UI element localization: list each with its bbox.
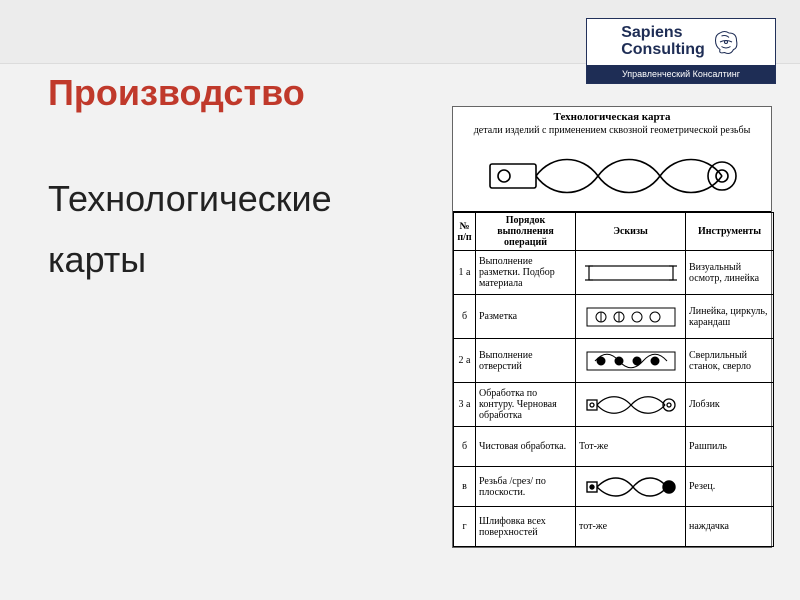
page-subtitle: Технологические карты (48, 168, 332, 290)
tech-card: Технологическая карта детали изделий с п… (452, 106, 772, 548)
row-tools: Рашпиль (686, 427, 774, 467)
table-row: 3 а Обработка по контуру. Черновая обраб… (454, 383, 774, 427)
row-sketch (576, 295, 686, 339)
row-tools: наждачка (686, 507, 774, 547)
table-row: б Разметка Линейка, циркуль, карандаш (454, 295, 774, 339)
logo-tagline: Управленческий Консалтинг (587, 65, 775, 83)
col-num-header: № п/п (454, 213, 476, 251)
master-sketch (453, 140, 771, 212)
row-sketch (576, 251, 686, 295)
tech-card-title: Технологическая карта (453, 107, 771, 125)
row-num: г (454, 507, 476, 547)
row-operation: Чистовая обработка. (476, 427, 576, 467)
row-num: 2 а (454, 339, 476, 383)
row-sketch (576, 467, 686, 507)
row-sketch (576, 383, 686, 427)
brain-icon (711, 27, 741, 57)
table-row: 1 а Выполнение разметки. Подбор материал… (454, 251, 774, 295)
col-sketch-header: Эскизы (576, 213, 686, 251)
row-operation: Выполнение отверстий (476, 339, 576, 383)
row-tools: Резец. (686, 467, 774, 507)
logo-line1: Sapiens (621, 25, 705, 42)
tech-card-subtitle: детали изделий с применением сквозной ге… (453, 125, 771, 140)
table-header-row: № п/п Порядок выполнения операций Эскизы… (454, 213, 774, 251)
col-operation-header: Порядок выполнения операций (476, 213, 576, 251)
row-operation: Разметка (476, 295, 576, 339)
row-tools: Сверлильный станок, сверло (686, 339, 774, 383)
row-num: в (454, 467, 476, 507)
row-tools: Визуальный осмотр, линейка (686, 251, 774, 295)
table-row: б Чистовая обработка. Тот-же Рашпиль (454, 427, 774, 467)
row-tools: Линейка, циркуль, карандаш (686, 295, 774, 339)
table-row: в Резьба /срез/ по плоскости. Резец. (454, 467, 774, 507)
row-sketch (576, 339, 686, 383)
col-tools-header: Инструменты (686, 213, 774, 251)
row-sketch-same: Тот-же (576, 427, 686, 467)
table-row: 2 а Выполнение отверстий Сверлильный ста… (454, 339, 774, 383)
row-num: 1 а (454, 251, 476, 295)
row-operation: Шлифовка всех поверхностей (476, 507, 576, 547)
row-operation: Резьба /срез/ по плоскости. (476, 467, 576, 507)
table-row: г Шлифовка всех поверхностей тот-же нажд… (454, 507, 774, 547)
company-logo: Sapiens Consulting Управленческий Консал… (586, 18, 776, 84)
subtitle-line1: Технологические (48, 168, 332, 229)
row-num: 3 а (454, 383, 476, 427)
logo-top: Sapiens Consulting (587, 19, 775, 65)
tech-table: № п/п Порядок выполнения операций Эскизы… (453, 212, 774, 547)
page-title: Производство (48, 72, 305, 114)
row-tools: Лобзик (686, 383, 774, 427)
logo-text: Sapiens Consulting (621, 25, 705, 59)
row-operation: Выполнение разметки. Подбор материала (476, 251, 576, 295)
row-num: б (454, 295, 476, 339)
row-num: б (454, 427, 476, 467)
logo-line2: Consulting (621, 42, 705, 59)
subtitle-line2: карты (48, 229, 332, 290)
row-sketch-same: тот-же (576, 507, 686, 547)
row-operation: Обработка по контуру. Черновая обработка (476, 383, 576, 427)
